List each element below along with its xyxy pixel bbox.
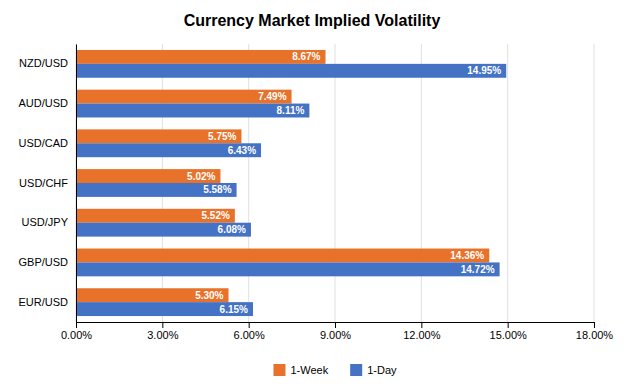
bar xyxy=(76,223,251,237)
data-labels: 8.67% 7.49% 5.75% 5.02% 5.52% 14.36% 5.30% 14.9… xyxy=(187,51,501,314)
grid-line xyxy=(76,44,77,322)
tick: 0.00% xyxy=(61,322,92,341)
data-label: 5.02% xyxy=(187,171,215,182)
legend-label: 1-Week xyxy=(290,364,328,376)
bars xyxy=(76,50,506,316)
tick: 9.00% xyxy=(320,322,351,341)
data-label: 8.67% xyxy=(292,51,320,62)
axis-line xyxy=(77,323,595,329)
tick: 12.00% xyxy=(403,322,441,341)
data-label: 8.11% xyxy=(277,105,305,116)
legend-item: 1-Week xyxy=(273,364,328,376)
bar xyxy=(76,262,500,276)
tick-mark xyxy=(249,322,250,328)
tick: 15.00% xyxy=(490,322,528,341)
data-label: 14.95% xyxy=(467,65,501,76)
tick-label: 12.00% xyxy=(403,329,441,341)
tick: EUR/USD xyxy=(18,296,68,308)
grid-line xyxy=(507,44,508,322)
grid-line xyxy=(594,44,595,322)
tick: USD/CHF xyxy=(19,177,68,189)
data-label: 6.15% xyxy=(220,304,248,315)
grid-line xyxy=(335,44,336,322)
data-label: 5.58% xyxy=(203,184,231,195)
tick-label: 9.00% xyxy=(320,329,351,341)
tick-label: USD/CHF xyxy=(19,177,68,189)
tick: USD/JPY xyxy=(22,216,69,228)
data-label: 6.43% xyxy=(228,145,256,156)
tick: 3.00% xyxy=(147,322,178,341)
tick-mark xyxy=(421,322,422,328)
tick: GBP/USD xyxy=(18,256,68,268)
legend-swatch xyxy=(350,364,362,376)
legend: 1-Week 1-Day xyxy=(273,364,397,376)
data-label: 5.30% xyxy=(195,290,223,301)
tick-label: AUD/USD xyxy=(18,97,68,109)
bar xyxy=(76,90,292,104)
title: Currency Market Implied Volatility xyxy=(184,12,441,29)
tick-label: 3.00% xyxy=(147,329,178,341)
data-label: 5.75% xyxy=(208,131,236,142)
tick-label: 15.00% xyxy=(490,329,528,341)
bar xyxy=(76,169,220,183)
tick-mark xyxy=(335,322,336,328)
tick-mark xyxy=(162,322,163,328)
tick-label: 18.00% xyxy=(576,329,614,341)
bar xyxy=(76,183,237,197)
tick-label: USD/JPY xyxy=(22,216,69,228)
grid xyxy=(76,44,594,322)
tick-mark xyxy=(594,322,595,328)
bar xyxy=(76,288,229,302)
tick-label: 6.00% xyxy=(234,329,265,341)
axis-line xyxy=(76,45,77,323)
bar xyxy=(76,143,261,157)
data-label: 7.49% xyxy=(258,91,286,102)
bar xyxy=(76,209,235,223)
legend-label: 1-Day xyxy=(367,364,397,376)
plot: 8.67% 7.49% 5.75% 5.02% 5.52% 14.36% 5.30% 14.9… xyxy=(18,44,613,341)
data-label: 6.08% xyxy=(218,224,246,235)
x-axis: 0.00% 3.00% 6.00% 9.00% 12.00% 15.00% 18.00% xyxy=(61,322,613,341)
data-label: 14.36% xyxy=(450,250,484,261)
legend-swatch xyxy=(273,364,285,376)
bar xyxy=(76,302,253,316)
grid-line xyxy=(248,44,249,322)
tick-label: USD/CAD xyxy=(18,137,68,149)
tick: USD/CAD xyxy=(18,137,68,149)
tick-mark xyxy=(508,322,509,328)
data-label: 14.72% xyxy=(461,264,495,275)
tick: 6.00% xyxy=(234,322,265,341)
data-label: 5.52% xyxy=(201,210,229,221)
tick-label: NZD/USD xyxy=(19,57,68,69)
tick-mark xyxy=(76,322,77,328)
bar xyxy=(76,64,506,78)
bar xyxy=(76,50,326,64)
tick-label: 0.00% xyxy=(61,329,92,341)
y-axis: NZD/USD AUD/USD USD/CAD USD/CHF USD/JPY GBP/U… xyxy=(18,45,76,323)
tick: AUD/USD xyxy=(18,97,68,109)
tick-label: EUR/USD xyxy=(18,296,68,308)
series xyxy=(76,64,506,316)
legend-item: 1-Day xyxy=(350,364,397,376)
bar xyxy=(76,104,309,118)
tick: NZD/USD xyxy=(19,57,68,69)
grid-line xyxy=(421,44,422,322)
tick-label: GBP/USD xyxy=(18,256,68,268)
bar xyxy=(76,129,241,143)
tick: 18.00% xyxy=(576,322,614,341)
chart: Currency Market Implied Volatility 8.67% 7… xyxy=(0,0,624,386)
bar xyxy=(76,249,489,263)
